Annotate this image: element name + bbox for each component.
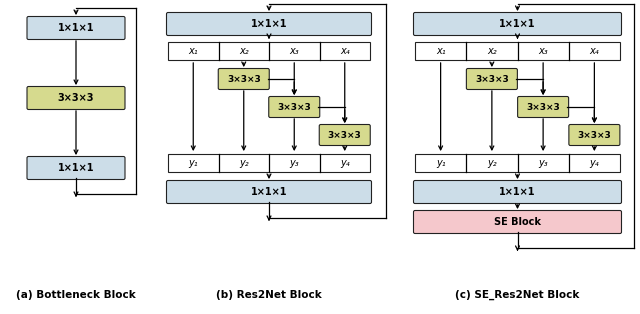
Text: 1×1×1: 1×1×1 (251, 19, 287, 29)
Text: y₄: y₄ (589, 158, 599, 168)
Text: (b) Res2Net Block: (b) Res2Net Block (216, 290, 322, 300)
Text: y₂: y₂ (487, 158, 497, 168)
Text: x₂: x₂ (239, 46, 248, 56)
Text: 3×3×3: 3×3×3 (475, 74, 509, 84)
Text: (c) SE_Res2Net Block: (c) SE_Res2Net Block (455, 290, 580, 300)
Text: y₂: y₂ (239, 158, 248, 168)
Text: x₃: x₃ (289, 46, 299, 56)
Text: x₄: x₄ (340, 46, 349, 56)
Text: 3×3×3: 3×3×3 (227, 74, 260, 84)
FancyBboxPatch shape (518, 96, 568, 117)
Text: 3×3×3: 3×3×3 (328, 131, 362, 139)
Text: x₁: x₁ (436, 46, 445, 56)
Text: y₃: y₃ (289, 158, 299, 168)
FancyBboxPatch shape (413, 210, 621, 234)
Text: (a) Bottleneck Block: (a) Bottleneck Block (16, 290, 136, 300)
Text: x₂: x₂ (487, 46, 497, 56)
FancyBboxPatch shape (569, 124, 620, 145)
FancyBboxPatch shape (166, 181, 371, 203)
FancyBboxPatch shape (415, 154, 620, 172)
FancyBboxPatch shape (413, 13, 621, 35)
Text: y₄: y₄ (340, 158, 349, 168)
Text: 3×3×3: 3×3×3 (58, 93, 94, 103)
FancyBboxPatch shape (218, 68, 269, 89)
Text: SE Block: SE Block (494, 217, 541, 227)
Text: 1×1×1: 1×1×1 (499, 19, 536, 29)
FancyBboxPatch shape (27, 17, 125, 40)
Text: x₃: x₃ (538, 46, 548, 56)
FancyBboxPatch shape (319, 124, 371, 145)
Text: y₁: y₁ (436, 158, 445, 168)
Text: y₃: y₃ (538, 158, 548, 168)
FancyBboxPatch shape (415, 42, 620, 60)
FancyBboxPatch shape (168, 42, 370, 60)
FancyBboxPatch shape (168, 154, 370, 172)
Text: 3×3×3: 3×3×3 (577, 131, 611, 139)
Text: 1×1×1: 1×1×1 (251, 187, 287, 197)
FancyBboxPatch shape (166, 13, 371, 35)
Text: 1×1×1: 1×1×1 (58, 23, 94, 33)
FancyBboxPatch shape (27, 86, 125, 110)
FancyBboxPatch shape (27, 156, 125, 180)
FancyBboxPatch shape (467, 68, 517, 89)
FancyBboxPatch shape (269, 96, 320, 117)
Text: 1×1×1: 1×1×1 (58, 163, 94, 173)
Text: x₁: x₁ (188, 46, 198, 56)
Text: x₄: x₄ (589, 46, 599, 56)
Text: 3×3×3: 3×3×3 (526, 102, 560, 111)
FancyBboxPatch shape (413, 181, 621, 203)
Text: y₁: y₁ (188, 158, 198, 168)
Text: 3×3×3: 3×3×3 (277, 102, 311, 111)
Text: 1×1×1: 1×1×1 (499, 187, 536, 197)
